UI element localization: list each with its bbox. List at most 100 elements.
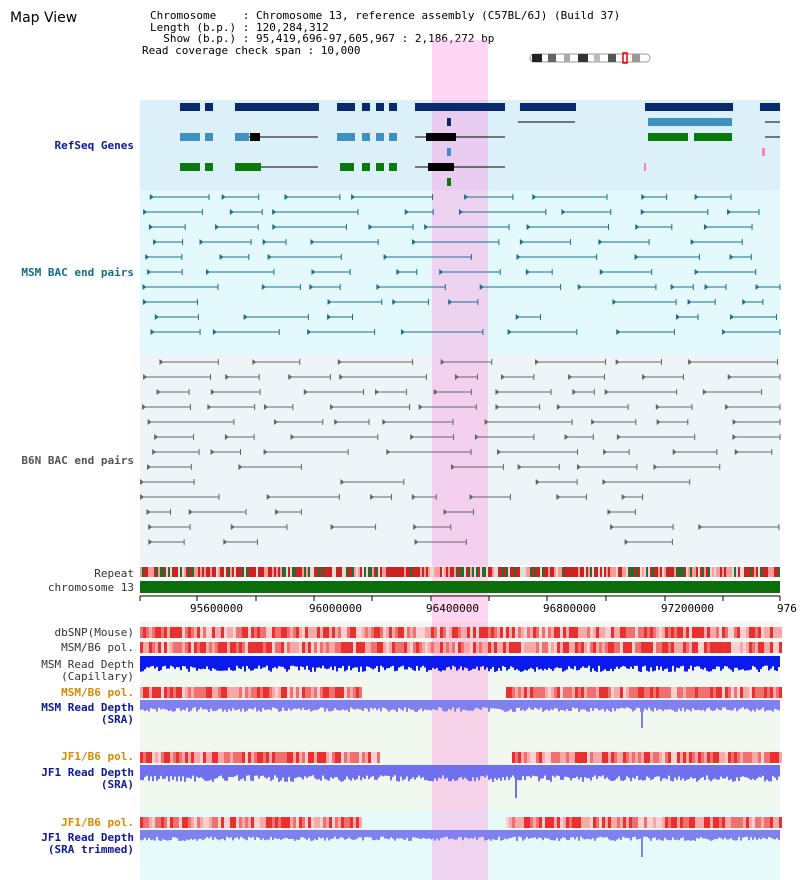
track-label-b6n-bac[interactable]: B6N BAC end pairs xyxy=(21,454,134,467)
b6n-bac-pair[interactable] xyxy=(273,419,324,425)
msm-bac-pair[interactable] xyxy=(516,254,598,260)
b6n-bac-pair[interactable] xyxy=(615,359,662,365)
msm-bac-pair[interactable] xyxy=(525,269,553,275)
msm-bac-pair[interactable] xyxy=(687,299,716,305)
b6n-bac-pair[interactable] xyxy=(572,389,595,395)
msm-bac-pair[interactable] xyxy=(396,269,418,275)
msm-bac-pair[interactable] xyxy=(229,209,263,215)
b6n-bac-pair[interactable] xyxy=(152,449,200,455)
b6n-bac-pair[interactable] xyxy=(148,524,191,530)
msm-bac-pair[interactable] xyxy=(261,284,301,290)
b6n-bac-pair[interactable] xyxy=(223,539,258,545)
msm-bac-pair[interactable] xyxy=(327,299,383,305)
b6n-bac-pair[interactable] xyxy=(339,374,427,380)
b6n-bac-pair[interactable] xyxy=(386,449,472,455)
msm-bac-pair[interactable] xyxy=(458,209,547,215)
msm-bac-pair[interactable] xyxy=(150,329,201,335)
b6n-bac-pair[interactable] xyxy=(495,404,541,410)
selected-region-highlight[interactable] xyxy=(432,40,488,880)
msm-bac-pair[interactable] xyxy=(142,299,198,305)
msm-bac-pair[interactable] xyxy=(307,329,376,335)
msm-bac-pair[interactable] xyxy=(383,254,472,260)
msm-bac-pair[interactable] xyxy=(670,284,694,290)
b6n-bac-pair[interactable] xyxy=(616,434,696,440)
b6n-bac-pair[interactable] xyxy=(500,374,535,380)
b6n-bac-pair[interactable] xyxy=(698,524,780,530)
b6n-bac-pair[interactable] xyxy=(474,434,535,440)
b6n-bac-pair[interactable] xyxy=(556,404,629,410)
b6n-bac-pair[interactable] xyxy=(225,374,260,380)
b6n-bac-pair[interactable] xyxy=(230,524,288,530)
msm-bac-pair[interactable] xyxy=(310,239,379,245)
b6n-bac-pair[interactable] xyxy=(725,404,781,410)
b6n-bac-pair[interactable] xyxy=(140,494,220,500)
msm-bac-pair[interactable] xyxy=(199,239,252,245)
msm-bac-pairs[interactable] xyxy=(142,194,781,335)
b6n-bac-pair[interactable] xyxy=(329,404,411,410)
msm-bac-pair[interactable] xyxy=(612,299,677,305)
msm-bac-pair[interactable] xyxy=(153,239,184,245)
b6n-bac-pair[interactable] xyxy=(238,464,302,470)
b6n-bac-pair[interactable] xyxy=(224,434,255,440)
msm-bac-pair[interactable] xyxy=(640,209,709,215)
msm-bac-pair[interactable] xyxy=(272,224,347,230)
b6n-bac-pair[interactable] xyxy=(454,374,478,380)
msm-bac-pair[interactable] xyxy=(755,284,781,290)
b6n-bac-pair[interactable] xyxy=(564,434,594,440)
msm-bac-pair[interactable] xyxy=(284,194,341,200)
b6n-bac-pair[interactable] xyxy=(495,389,552,395)
msm-bac-pair[interactable] xyxy=(219,254,250,260)
msm-bac-pair[interactable] xyxy=(145,254,183,260)
b6n-bac-pair[interactable] xyxy=(702,389,763,395)
b6n-bac-pair[interactable] xyxy=(334,419,370,425)
msm-bac-pair[interactable] xyxy=(577,284,657,290)
msm-bac-pair[interactable] xyxy=(742,299,764,305)
msm-bac-pair[interactable] xyxy=(526,224,609,230)
msm-bac-pair[interactable] xyxy=(351,194,434,200)
msm-bac-pair[interactable] xyxy=(392,299,429,305)
msm-bac-pair[interactable] xyxy=(727,209,760,215)
chromosome-ideogram[interactable] xyxy=(528,52,654,64)
b6n-bac-pair[interactable] xyxy=(517,464,560,470)
msm-bac-pair[interactable] xyxy=(519,239,572,245)
msm-bac-pair[interactable] xyxy=(400,329,484,335)
b6n-bac-pair[interactable] xyxy=(337,359,414,365)
msm-bac-pair[interactable] xyxy=(404,209,434,215)
b6n-bac-pair[interactable] xyxy=(610,524,674,530)
b6n-bac-pair[interactable] xyxy=(340,479,405,485)
msm-bac-pair[interactable] xyxy=(147,269,183,275)
b6n-bac-pair[interactable] xyxy=(146,509,171,515)
b6n-bac-pair[interactable] xyxy=(602,479,691,485)
b6n-bac-pair[interactable] xyxy=(672,449,718,455)
b6n-bac-pair[interactable] xyxy=(411,494,437,500)
b6n-bac-pair[interactable] xyxy=(734,449,773,455)
b6n-bac-pair[interactable] xyxy=(140,479,195,485)
msm-bac-pair[interactable] xyxy=(148,224,186,230)
msm-bac-pair[interactable] xyxy=(327,314,353,320)
track-label-msm-bac[interactable]: MSM BAC end pairs xyxy=(21,266,134,279)
b6n-bac-pair[interactable] xyxy=(727,374,781,380)
msm-bac-pair[interactable] xyxy=(616,329,675,335)
b6n-bac-pair[interactable] xyxy=(266,494,340,500)
msm-bac-pair[interactable] xyxy=(515,314,542,320)
b6n-bac-pair[interactable] xyxy=(469,494,511,500)
b6n-bac-pair[interactable] xyxy=(159,359,219,365)
msm-bac-pair[interactable] xyxy=(694,194,732,200)
msm-bac-pair[interactable] xyxy=(143,209,203,215)
msm-bac-pair[interactable] xyxy=(599,269,653,275)
b6n-bac-pair[interactable] xyxy=(290,434,379,440)
b6n-bac-pair[interactable] xyxy=(288,374,331,380)
b6n-bac-pair[interactable] xyxy=(577,464,638,470)
b6n-bac-pair[interactable] xyxy=(732,434,781,440)
b6n-bac-pair[interactable] xyxy=(263,404,294,410)
b6n-bac-pair[interactable] xyxy=(330,524,377,530)
msm-bac-pair[interactable] xyxy=(448,299,479,305)
msm-bac-pair[interactable] xyxy=(532,194,608,200)
b6n-bac-pair[interactable] xyxy=(568,374,605,380)
msm-bac-pair[interactable] xyxy=(149,194,210,200)
track-label-refseq[interactable]: RefSeq Genes xyxy=(54,139,134,152)
b6n-bac-pair[interactable] xyxy=(210,449,241,455)
msm-bac-pair[interactable] xyxy=(704,284,727,290)
b6n-bac-pair[interactable] xyxy=(413,524,452,530)
msm-bac-pair[interactable] xyxy=(212,329,280,335)
